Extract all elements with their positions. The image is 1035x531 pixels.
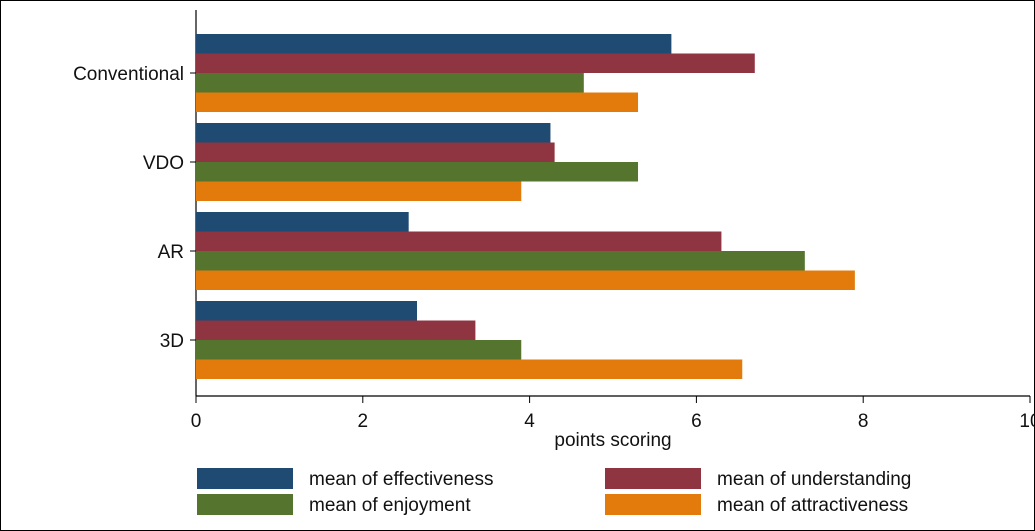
legend-swatch [605,468,701,489]
bar [196,301,418,321]
bar [196,270,855,290]
x-ticks-layer: 0 2 4 6 8 10 [191,396,1035,432]
y-tick-label: AR [158,242,184,263]
bar [196,73,584,93]
legend-swatch [605,494,701,515]
legend-label: mean of understanding [717,469,911,490]
legend-label: mean of enjoyment [309,495,471,516]
y-tick-label: Conventional [73,64,184,85]
x-tick-label: 6 [691,411,702,432]
x-tick-label: 0 [191,411,202,432]
x-tick-label: 2 [358,411,369,432]
x-tick-label: 8 [858,411,869,432]
bar [196,162,639,182]
bar [196,92,639,112]
bar [196,181,522,201]
bar [196,212,409,232]
y-tick-label: 3D [160,331,184,352]
bars-layer [196,34,855,379]
y-tick-label: VDO [143,153,184,174]
bar [196,123,551,143]
bar [196,340,522,360]
bar [196,359,743,379]
bar [196,34,672,54]
legend: mean of effectiveness mean of understandi… [197,468,911,516]
legend-label: mean of attractiveness [717,495,908,516]
legend-swatch [197,468,293,489]
bar [196,251,805,271]
x-tick-label: 10 [1019,411,1035,432]
x-tick-label: 4 [524,411,535,432]
bar [196,231,722,251]
bar [196,53,755,73]
legend-label: mean of effectiveness [309,469,493,490]
bar [196,142,555,162]
x-axis-label: points scoring [554,430,671,451]
legend-swatch [197,494,293,515]
y-ticks-layer: Conventional VDO AR 3D [73,64,196,352]
bar [196,320,476,340]
